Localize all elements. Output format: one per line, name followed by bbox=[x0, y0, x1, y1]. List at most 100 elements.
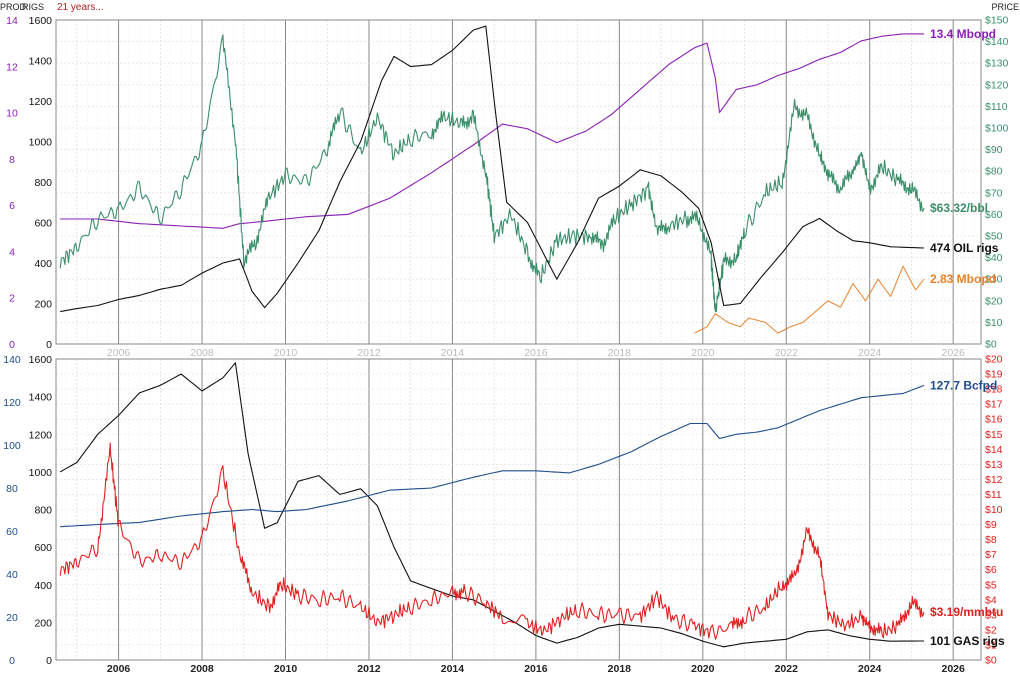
year-tick-label: 2014 bbox=[441, 663, 465, 675]
header-prod-label: PROD bbox=[0, 2, 27, 12]
year-tick-label: 2022 bbox=[775, 663, 799, 675]
prod-tick-label: 100 bbox=[3, 440, 21, 452]
price-tick-label: $130 bbox=[985, 58, 1009, 70]
price-tick-label: $0 bbox=[985, 339, 997, 351]
price-tick-label: $5 bbox=[985, 579, 997, 591]
series-labels: 13.4 Mbopd $63.32/bbl 474 OIL rigs 2.83 Mbo… bbox=[930, 27, 1005, 648]
price-tick-label: $150 bbox=[985, 15, 1009, 27]
price-tick-label: $120 bbox=[985, 79, 1009, 91]
price-tick-label: $17 bbox=[985, 399, 1003, 411]
year-tick-label: 2008 bbox=[190, 347, 214, 359]
price-tick-label: $6 bbox=[985, 564, 997, 576]
gas-panel-frame bbox=[55, 358, 982, 661]
prod-tick-label: 40 bbox=[6, 569, 18, 581]
rigs-tick-label: 1400 bbox=[29, 392, 53, 404]
price-tick-label: $70 bbox=[985, 187, 1003, 199]
prod-tick-label: 8 bbox=[9, 154, 15, 166]
price-tick-label: $19 bbox=[985, 369, 1003, 381]
oil-panel-series bbox=[59, 25, 925, 334]
year-tick-label: 2020 bbox=[691, 663, 715, 675]
price-tick-label: $3 bbox=[985, 609, 997, 621]
rigs-tick-label: 1600 bbox=[29, 15, 53, 27]
price-tick-label: $4 bbox=[985, 594, 997, 606]
oil-other-prod-label: 2.83 Mbopd bbox=[930, 272, 996, 286]
price-tick-label: $13 bbox=[985, 459, 1003, 471]
year-tick-label: 2024 bbox=[858, 347, 882, 359]
price-tick-label: $15 bbox=[985, 429, 1003, 441]
chart-subtitle: 21 years... bbox=[57, 2, 104, 13]
gas-panel-series bbox=[59, 362, 925, 648]
prod-tick-label: 14 bbox=[6, 15, 18, 27]
price-tick-label: $14 bbox=[985, 444, 1003, 456]
year-tick-label: 2020 bbox=[691, 347, 715, 359]
rigs-tick-label: 0 bbox=[46, 655, 52, 667]
prod-tick-label: 120 bbox=[3, 397, 21, 409]
price-tick-label: $2 bbox=[985, 624, 997, 636]
header-price-label: PRICE bbox=[991, 2, 1019, 12]
price-tick-label: $10 bbox=[985, 317, 1003, 329]
year-tick-label: 2026 bbox=[942, 663, 966, 675]
price-tick-label: $1 bbox=[985, 639, 997, 651]
rigs-tick-label: 1200 bbox=[29, 429, 53, 441]
year-tick-label: 2006 bbox=[107, 663, 131, 675]
oil-rigs-line bbox=[60, 25, 925, 313]
rigs-tick-label: 600 bbox=[34, 542, 52, 554]
rigs-tick-label: 1400 bbox=[29, 56, 53, 68]
prod-tick-label: 4 bbox=[9, 246, 15, 258]
oil-panel-frame bbox=[55, 19, 982, 345]
gas-gas-price-line bbox=[59, 442, 925, 640]
price-tick-label: $9 bbox=[985, 519, 997, 531]
price-tick-label: $90 bbox=[985, 144, 1003, 156]
price-tick-label: $11 bbox=[985, 489, 1002, 501]
rigs-tick-label: 1200 bbox=[29, 96, 53, 108]
price-tick-label: $100 bbox=[985, 123, 1009, 135]
price-tick-label: $50 bbox=[985, 231, 1003, 243]
prod-tick-label: 6 bbox=[9, 200, 15, 212]
gas-rigs-line bbox=[59, 362, 924, 648]
oil-panel-axes: $0 $10 $20 $30 $40 $50 $60 $70 $80 $90 $100 $110 $12… bbox=[6, 15, 1008, 360]
rigs-tick-label: 400 bbox=[34, 258, 52, 270]
year-tick-label: 2026 bbox=[942, 347, 966, 359]
prod-tick-label: 12 bbox=[6, 61, 18, 73]
gas-rigs-label: 101 GAS rigs bbox=[930, 634, 1005, 648]
price-tick-label: $0 bbox=[985, 655, 997, 667]
gas-panel-axes: $0 $1 $2 $3 $4 $5 $6 $7 $8 $9 $10 $11 $12 $13 $14 $15 $1… bbox=[3, 354, 1002, 676]
rigs-tick-label: 400 bbox=[34, 580, 52, 592]
rigs-tick-label: 1000 bbox=[29, 467, 53, 479]
price-tick-label: $10 bbox=[985, 504, 1003, 516]
rigs-tick-label: 800 bbox=[34, 505, 52, 517]
price-tick-label: $20 bbox=[985, 354, 1003, 366]
oil-oil-price-line bbox=[59, 34, 925, 313]
price-tick-label: $12 bbox=[985, 474, 1003, 486]
price-tick-label: $8 bbox=[985, 534, 997, 546]
prod-tick-label: 2 bbox=[9, 293, 15, 305]
price-tick-label: $16 bbox=[985, 414, 1003, 426]
gas-gas-price-label: $3.19/mmbtu bbox=[930, 605, 1003, 619]
rigs-tick-label: 800 bbox=[34, 177, 52, 189]
price-tick-label: $7 bbox=[985, 549, 997, 561]
year-tick-label: 2012 bbox=[357, 663, 381, 675]
prod-tick-label: 140 bbox=[3, 354, 21, 366]
prod-tick-label: 60 bbox=[6, 526, 18, 538]
prod-tick-label: 0 bbox=[9, 655, 15, 667]
rigs-tick-label: 1000 bbox=[29, 137, 53, 149]
year-tick-label: 2012 bbox=[357, 347, 381, 359]
prod-tick-label: 10 bbox=[6, 108, 18, 120]
price-tick-label: $110 bbox=[985, 101, 1008, 113]
price-tick-label: $20 bbox=[985, 295, 1003, 307]
rigs-tick-label: 1600 bbox=[29, 354, 53, 366]
header-rigs-label: RIGS bbox=[22, 2, 44, 12]
rigs-tick-label: 200 bbox=[34, 299, 52, 311]
price-tick-label: $18 bbox=[985, 384, 1003, 396]
oil-oil-prod-label: 13.4 Mbopd bbox=[930, 27, 996, 41]
price-tick-label: $40 bbox=[985, 252, 1003, 264]
year-tick-label: 2006 bbox=[107, 347, 131, 359]
oil-oil-prod-line bbox=[60, 33, 924, 229]
year-tick-label: 2008 bbox=[190, 663, 214, 675]
year-tick-label: 2010 bbox=[274, 663, 298, 675]
rigs-tick-label: 0 bbox=[46, 339, 52, 351]
gas-gas-prod-line bbox=[60, 384, 925, 528]
prod-tick-label: 0 bbox=[9, 339, 15, 351]
